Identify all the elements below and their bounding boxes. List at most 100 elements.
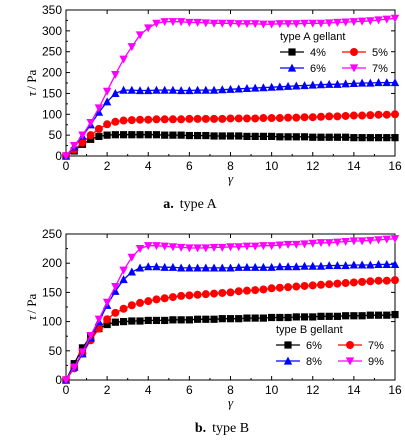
data-point <box>160 85 169 94</box>
data-point <box>300 240 309 249</box>
data-point <box>251 132 259 140</box>
x-tick-label: 8 <box>227 159 234 173</box>
x-tick-label: 4 <box>145 383 152 397</box>
data-point <box>308 19 317 28</box>
data-point <box>349 237 359 246</box>
data-point <box>333 238 342 247</box>
data-point <box>366 78 375 87</box>
data-point <box>382 110 391 119</box>
y-tick-label: 200 <box>42 256 62 270</box>
data-point <box>283 81 293 90</box>
data-point <box>234 114 243 123</box>
data-point <box>185 86 194 95</box>
data-point <box>86 131 95 140</box>
data-point <box>325 261 334 270</box>
data-point <box>136 131 144 139</box>
data-point <box>161 131 169 139</box>
legend-marker <box>283 356 293 365</box>
data-point <box>209 19 219 28</box>
data-point <box>250 242 260 251</box>
y-tick-label: 250 <box>42 45 62 59</box>
data-point <box>251 114 260 123</box>
data-point <box>316 112 325 121</box>
y-axis-label: τ/ Pa <box>24 70 39 97</box>
data-point <box>382 78 391 87</box>
data-point <box>226 315 235 323</box>
data-point <box>268 313 276 322</box>
x-axis-label: γ <box>228 171 234 186</box>
data-point <box>160 294 169 303</box>
data-point <box>242 20 252 29</box>
data-point <box>102 87 112 96</box>
data-point <box>185 18 194 27</box>
data-point <box>300 81 309 90</box>
data-point <box>78 131 87 140</box>
data-point <box>390 78 400 87</box>
data-point <box>202 131 210 140</box>
data-point <box>226 243 235 252</box>
legend-label: 7% <box>368 340 384 352</box>
data-point <box>144 131 152 139</box>
series-7% <box>62 276 399 384</box>
y-tick-label: 100 <box>42 315 62 329</box>
data-point <box>374 259 383 268</box>
data-point <box>128 317 136 325</box>
data-point <box>169 316 177 324</box>
data-point <box>234 84 243 93</box>
data-point <box>152 85 161 94</box>
data-point <box>144 242 153 251</box>
data-point <box>382 235 391 244</box>
data-point <box>316 280 325 289</box>
data-point <box>292 313 300 321</box>
data-point <box>292 20 301 29</box>
data-point <box>391 134 399 142</box>
data-point <box>358 312 366 320</box>
data-point <box>366 260 375 269</box>
data-point <box>127 116 136 125</box>
y-axis-unit: / Pa <box>24 70 39 90</box>
data-point <box>185 244 194 253</box>
legend-label: 7% <box>372 63 388 75</box>
data-point <box>160 262 169 271</box>
x-tick-label: 12 <box>306 159 320 173</box>
y-axis-symbol: τ <box>24 314 39 320</box>
data-point <box>259 262 268 271</box>
data-point <box>283 20 293 29</box>
data-point <box>119 116 128 125</box>
data-point <box>194 131 202 140</box>
data-point <box>177 316 185 324</box>
data-point <box>382 259 391 268</box>
x-tick-label: 10 <box>265 383 279 397</box>
data-point <box>119 266 128 275</box>
data-point <box>201 290 210 299</box>
legend-title: type A gellant <box>280 31 345 43</box>
data-point <box>135 86 145 95</box>
data-point <box>160 18 169 27</box>
data-point <box>152 115 161 124</box>
data-point <box>235 132 243 140</box>
data-point <box>78 138 87 147</box>
data-point <box>242 114 251 123</box>
data-point <box>316 261 326 270</box>
data-point <box>168 18 178 27</box>
data-point <box>292 282 301 291</box>
legend-marker <box>287 63 297 72</box>
data-point <box>374 110 383 119</box>
data-point <box>350 312 358 320</box>
data-point <box>78 348 87 357</box>
data-point <box>127 43 136 52</box>
data-point <box>144 24 153 33</box>
x-tick-label: 14 <box>347 383 361 397</box>
data-point <box>349 260 359 269</box>
data-point <box>218 288 227 297</box>
x-axis-label: γ <box>228 395 234 410</box>
data-point <box>185 114 194 123</box>
data-point <box>127 253 136 262</box>
data-point <box>350 134 358 142</box>
data-point <box>218 114 227 123</box>
data-point <box>366 111 375 120</box>
data-point <box>366 236 375 245</box>
legend-label: 9% <box>368 356 384 368</box>
x-tick-label: 6 <box>186 159 193 173</box>
